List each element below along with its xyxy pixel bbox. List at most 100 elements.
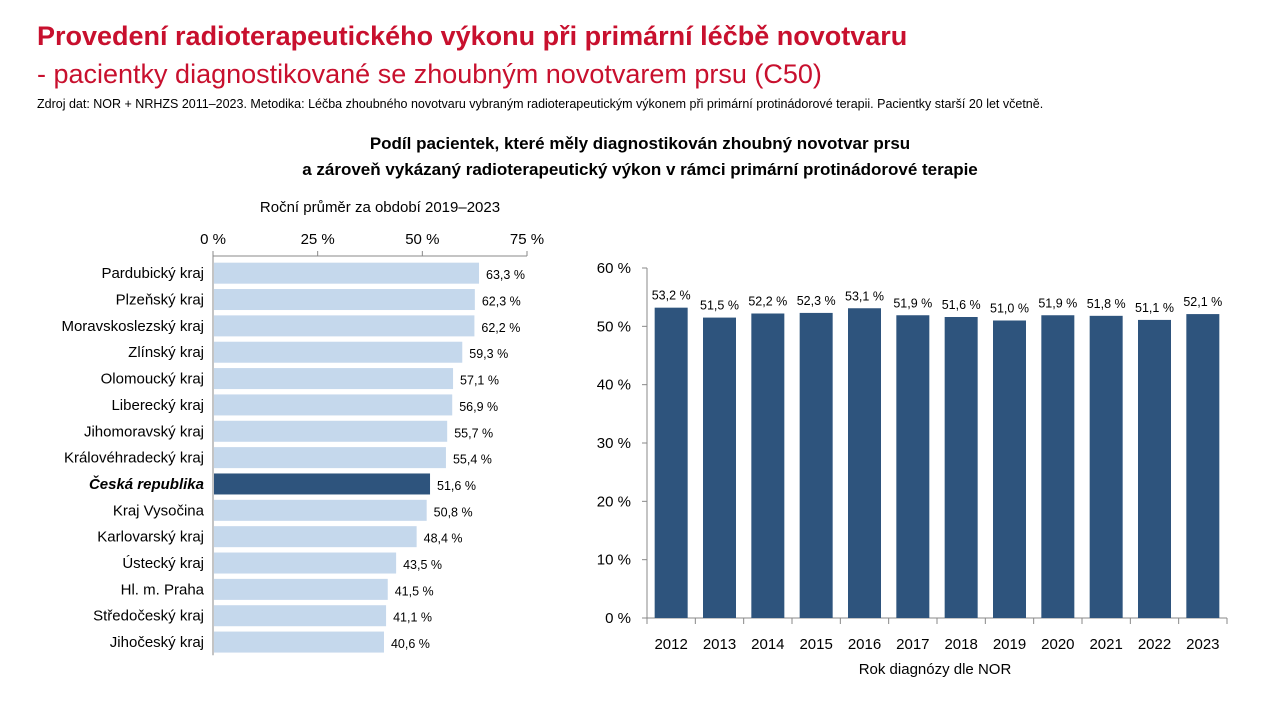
year-bar-2022	[1138, 319, 1171, 618]
year-bar-value-label: 51,0 %	[990, 302, 1029, 316]
year-bar-2012	[654, 307, 688, 618]
category-label: Ústecký kraj	[122, 555, 204, 572]
bar-9	[214, 499, 427, 521]
figure-heading-line1: Podíl pacientek, které měly diagnostikov…	[369, 134, 911, 153]
bar-7	[214, 447, 446, 469]
category-label: Zlínský kraj	[128, 344, 204, 361]
page-title: Provedení radioterapeutického výkonu při…	[37, 21, 908, 51]
year-bar-2019	[993, 320, 1026, 618]
right-y-tick-label: 30 %	[597, 435, 631, 452]
bar-6	[214, 420, 448, 442]
category-label: Kraj Vysočina	[113, 502, 205, 519]
right-y-tick-label: 0 %	[605, 610, 631, 627]
bar-5	[214, 394, 453, 416]
year-bar-value-label: 53,1 %	[845, 289, 884, 303]
year-bar-value-label: 51,8 %	[1087, 297, 1126, 311]
year-bar-value-label: 53,2 %	[652, 289, 691, 303]
year-bar-value-label: 52,1 %	[1183, 295, 1222, 309]
year-bar-2023	[1186, 314, 1220, 618]
category-label: Jihočeský kraj	[110, 634, 204, 651]
left-axis-tick-label: 50 %	[405, 231, 439, 248]
year-bar-value-label: 51,5 %	[700, 299, 739, 313]
bar-1	[214, 289, 475, 311]
right-y-tick-label: 60 %	[597, 260, 631, 277]
year-bar-value-label: 51,9 %	[893, 296, 932, 310]
bar-value-label: 43,5 %	[403, 558, 442, 572]
bar-14	[214, 631, 384, 653]
year-bar-value-label: 52,3 %	[797, 294, 836, 308]
year-bar-value-label: 51,1 %	[1135, 301, 1174, 315]
regional-bar-chart: 0 % 25 % 50 % 75 % Pardubický kraj 63,3 % Plze…	[61, 231, 544, 656]
bar-12	[214, 578, 388, 600]
bar-value-label: 62,2 %	[481, 321, 520, 335]
year-bar-2020	[1041, 315, 1075, 618]
bar-13	[214, 605, 387, 627]
left-chart-title: Roční průměr za období 2019–2023	[259, 199, 501, 216]
year-tick-label: 2021	[1089, 636, 1122, 653]
category-label: Karlovarský kraj	[97, 529, 204, 546]
right-y-tick-label: 10 %	[597, 552, 631, 569]
year-tick-label: 2020	[1041, 636, 1074, 653]
year-bar-2016	[848, 308, 881, 618]
year-tick-label: 2014	[751, 636, 784, 653]
bar-8	[214, 473, 431, 495]
right-y-tick-label: 40 %	[597, 377, 631, 394]
category-label: Plzeňský kraj	[116, 292, 204, 309]
bar-value-label: 50,8 %	[434, 505, 473, 519]
category-label: Olomoucký kraj	[101, 371, 204, 388]
bar-value-label: 62,3 %	[482, 295, 521, 309]
left-axis-tick-label: 0 %	[200, 231, 226, 248]
bar-2	[214, 315, 475, 337]
category-label: Středočeský kraj	[93, 608, 204, 625]
right-chart-x-axis-label: Rok diagnózy dle NOR	[858, 661, 1012, 678]
category-label: Pardubický kraj	[101, 265, 204, 282]
bar-4	[214, 368, 454, 390]
bar-value-label: 41,1 %	[393, 611, 432, 625]
page-subtitle: - pacientky diagnostikované se zhoubným …	[37, 59, 822, 89]
year-bar-2013	[703, 317, 736, 618]
bar-3	[214, 341, 463, 363]
category-label: Hl. m. Praha	[121, 581, 205, 598]
bar-11	[214, 552, 397, 574]
year-tick-label: 2012	[654, 636, 687, 653]
year-tick-label: 2015	[799, 636, 832, 653]
bar-value-label: 56,9 %	[459, 400, 498, 414]
year-tick-label: 2019	[993, 636, 1026, 653]
bar-value-label: 41,5 %	[395, 584, 434, 598]
category-label: Královéhradecký kraj	[64, 450, 204, 467]
bar-0	[214, 262, 480, 284]
bar-value-label: 55,7 %	[454, 426, 493, 440]
year-tick-label: 2016	[848, 636, 881, 653]
bar-value-label: 55,4 %	[453, 453, 492, 467]
bar-value-label: 57,1 %	[460, 374, 499, 388]
year-bar-2018	[944, 317, 978, 618]
data-source-note: Zdroj dat: NOR + NRHZS 2011–2023. Metodi…	[37, 97, 1044, 111]
year-bar-2017	[896, 315, 930, 618]
year-tick-label: 2013	[703, 636, 736, 653]
year-bar-2021	[1089, 315, 1123, 618]
year-bar-value-label: 51,6 %	[942, 298, 981, 312]
year-tick-label: 2022	[1138, 636, 1171, 653]
bar-value-label: 51,6 %	[437, 479, 476, 493]
category-label: Jihomoravský kraj	[84, 423, 204, 440]
year-bar-value-label: 51,9 %	[1038, 296, 1077, 310]
bar-value-label: 59,3 %	[469, 347, 508, 361]
category-label: Moravskoslezský kraj	[61, 318, 204, 335]
year-bar-value-label: 52,2 %	[748, 295, 787, 309]
year-bar-2015	[799, 312, 833, 618]
right-y-tick-label: 20 %	[597, 493, 631, 510]
category-label: Česká republika	[89, 475, 204, 493]
figure-heading-line2: a zároveň vykázaný radioterapeutický výk…	[302, 160, 978, 179]
year-tick-label: 2018	[944, 636, 977, 653]
bar-value-label: 48,4 %	[424, 532, 463, 546]
right-y-tick-label: 50 %	[597, 318, 631, 335]
year-bar-2014	[751, 313, 785, 618]
bar-10	[214, 526, 417, 548]
bar-value-label: 40,6 %	[391, 637, 430, 651]
category-label: Liberecký kraj	[111, 397, 204, 414]
bar-value-label: 63,3 %	[486, 268, 525, 282]
left-axis-tick-label: 25 %	[301, 231, 335, 248]
left-axis-tick-label: 75 %	[510, 231, 544, 248]
year-tick-label: 2017	[896, 636, 929, 653]
